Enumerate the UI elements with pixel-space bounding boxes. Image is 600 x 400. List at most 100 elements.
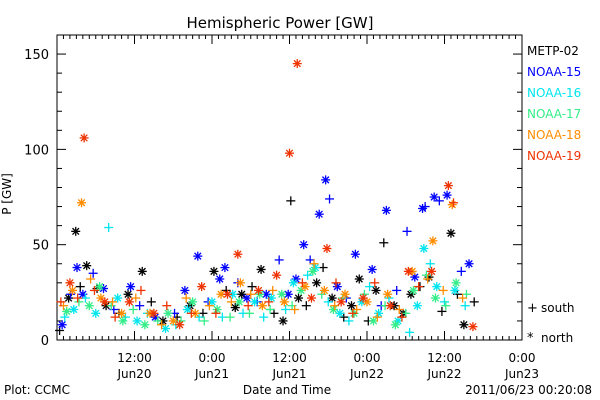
north-point <box>237 289 247 299</box>
north-point <box>168 316 178 326</box>
south-point <box>225 312 235 322</box>
north-point <box>403 266 413 276</box>
north-point <box>347 301 356 311</box>
north-point <box>234 297 244 307</box>
north-point <box>65 278 75 288</box>
north-point <box>272 270 282 280</box>
south-point <box>243 301 253 311</box>
north-point <box>95 282 105 292</box>
south-point <box>402 226 412 236</box>
north-point <box>294 293 304 303</box>
south-point <box>401 308 411 318</box>
x-tick-time-label: 0:00 <box>354 351 381 365</box>
south-point <box>108 297 118 307</box>
south-point <box>80 293 90 303</box>
south-point <box>259 312 269 322</box>
north-point <box>188 297 198 307</box>
legend-marker-symbol: * <box>527 331 534 346</box>
south-point <box>246 289 256 299</box>
north-point <box>69 305 79 314</box>
north-point <box>215 274 225 284</box>
south-point <box>305 255 315 265</box>
north-point <box>450 285 460 295</box>
south-point <box>88 268 98 278</box>
south-point <box>325 194 335 204</box>
north-point <box>327 293 337 303</box>
south-point <box>414 282 424 292</box>
legend-marker-label: north <box>541 331 573 345</box>
chart-title: Hemispheric Power [GW] <box>187 14 374 32</box>
north-point <box>209 266 219 276</box>
south-point <box>372 312 382 322</box>
south-point <box>469 297 479 307</box>
series-metp-02 <box>55 196 479 335</box>
north-point <box>180 285 190 295</box>
north-point <box>278 316 288 326</box>
south-point <box>75 282 85 292</box>
south-point <box>198 308 208 318</box>
north-point <box>383 289 393 299</box>
south-point <box>135 301 145 311</box>
north-point <box>91 308 101 318</box>
north-point <box>336 297 346 307</box>
north-point <box>117 308 127 318</box>
north-point <box>385 301 395 311</box>
south-point <box>421 270 431 280</box>
south-point <box>199 316 209 326</box>
x-tick-date-label: Jun22 <box>426 367 461 381</box>
south-point <box>157 320 167 330</box>
north-point <box>368 316 378 326</box>
north-point <box>140 320 150 330</box>
north-point <box>113 293 123 303</box>
south-point <box>323 297 333 307</box>
north-point <box>442 190 452 200</box>
north-point <box>332 282 342 292</box>
south-point <box>330 301 340 311</box>
series-noaa-19 <box>56 59 478 332</box>
south-point <box>309 259 319 269</box>
north-point <box>358 293 368 303</box>
north-point <box>233 249 243 259</box>
south-point <box>286 196 296 206</box>
north-point <box>443 181 453 191</box>
south-point <box>331 278 341 288</box>
north-point <box>182 305 192 314</box>
north-point <box>350 249 360 259</box>
y-axis-label: P [GW] <box>0 173 14 215</box>
data-points <box>55 59 479 337</box>
legend-marker-label: south <box>541 301 575 315</box>
north-point <box>308 266 318 276</box>
south-point <box>153 316 163 326</box>
north-point <box>464 259 474 269</box>
north-point <box>197 282 207 292</box>
south-point <box>131 293 141 303</box>
north-point <box>321 175 331 185</box>
south-point <box>136 285 146 295</box>
x-tick-date-label: Jun21 <box>194 367 229 381</box>
x-tick-time-label: 12:00 <box>272 351 307 365</box>
south-point <box>318 263 328 273</box>
south-point <box>290 305 300 314</box>
south-point <box>56 297 66 307</box>
south-point <box>74 297 84 307</box>
north-point <box>57 320 67 330</box>
south-point <box>217 312 227 322</box>
legend-marker-symbol: + <box>527 301 538 316</box>
south-point <box>420 202 430 212</box>
north-point <box>335 308 345 318</box>
north-point <box>163 308 173 318</box>
north-point <box>100 297 110 307</box>
x-tick-time-label: 0:00 <box>199 351 226 365</box>
x-tick-date-label: Jun22 <box>349 367 384 381</box>
north-point <box>175 320 185 330</box>
x-tick-time-label: 12:00 <box>427 351 462 365</box>
north-point <box>447 200 457 210</box>
y-tick-label: 0 <box>41 334 49 349</box>
south-point <box>301 301 311 311</box>
legend-item: NOAA-16 <box>527 86 581 100</box>
north-point <box>68 285 77 295</box>
south-point <box>244 308 254 318</box>
x-axis-label: Date and Time <box>243 383 331 397</box>
north-point <box>257 301 267 311</box>
north-point <box>288 278 298 288</box>
